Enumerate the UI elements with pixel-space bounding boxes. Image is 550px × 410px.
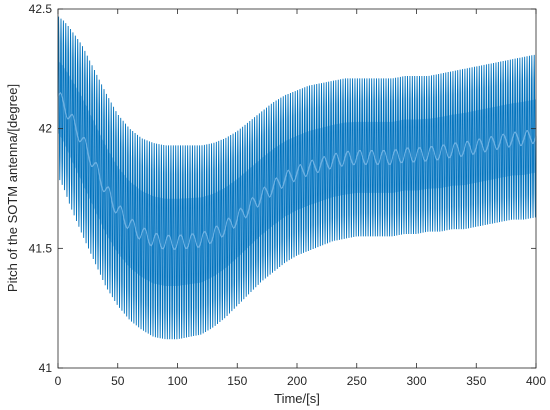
y-tick-label: 41.5 [29,241,53,255]
axes-box [57,8,537,369]
x-tick-label: 300 [406,374,426,388]
tick-group: 0 50 100 150 200 250 300 350 400 41 41.5 42 42.5 [29,2,547,388]
y-axis-title: Pitch of the SOTM antenna/[degree] [5,84,20,292]
y-tick-label: 42.5 [29,2,53,16]
x-tick-label: 150 [227,374,247,388]
x-tick-label: 200 [287,374,307,388]
x-tick-label: 250 [347,374,367,388]
x-tick-label: 0 [55,374,62,388]
x-axis-title: Time/[s] [274,391,320,406]
y-tick-label: 41 [39,361,53,375]
x-tick-label: 400 [526,374,546,388]
x-tick-label: 100 [167,374,187,388]
x-tick-label: 50 [111,374,125,388]
series-trace-group [57,16,537,340]
x-tick-label: 350 [466,374,486,388]
series-center-line [57,92,537,250]
y-tick-label: 42 [39,122,53,136]
